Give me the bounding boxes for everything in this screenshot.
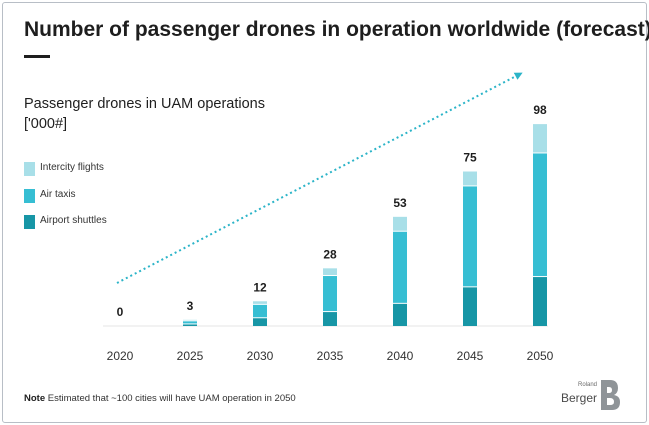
total-label-2025: 3 [187,299,194,313]
growth-trend-arrow [116,72,523,284]
total-label-2050: 98 [533,103,547,117]
bar-segment-airport-shuttles-2045 [463,286,477,326]
subtitle-line-2: ['000#] [24,116,68,132]
total-label-2035: 28 [323,247,337,261]
bar-segment-intercity-flights-2045 [463,171,477,186]
bar-segment-air-taxis-2050 [533,152,547,277]
bar-segment-intercity-flights-2025 [183,319,197,321]
legend-swatch-intercity [24,162,35,176]
legend-label-airport-shuttles: Airport shuttles [40,215,107,226]
bar-segment-airport-shuttles-2050 [533,276,547,326]
total-label-2030: 12 [253,280,267,294]
bar-segment-intercity-flights-2050 [533,124,547,153]
note-label: Note [24,393,46,404]
subtitle-line-1: Passenger drones in UAM operations [24,96,265,112]
legend-swatch-air-taxis [24,189,35,203]
legend-swatch-airport-shuttles [24,215,35,229]
bar-segment-air-taxis-2025 [183,320,197,324]
total-label-2045: 75 [463,151,477,165]
bar-segment-air-taxis-2040 [393,231,407,304]
bar-segment-air-taxis-2030 [253,304,267,318]
brand-logo: Roland Berger [560,378,633,414]
x-tick-label-2020: 2020 [107,349,134,363]
x-tick-label-2025: 2025 [177,349,204,363]
note-text: Estimated that ~100 cities will have UAM… [47,393,296,404]
total-label-2040: 53 [393,196,407,210]
brand-b-mark-icon [601,380,620,410]
chart-note: Note Estimated that ~100 cities will hav… [24,393,296,404]
bar-segment-airport-shuttles-2040 [393,303,407,326]
total-label-2020: 0 [117,305,124,319]
bar-segment-airport-shuttles-2030 [253,317,267,326]
legend-label-air-taxis: Air taxis [40,189,76,200]
x-tick-label-2040: 2040 [387,349,414,363]
brand-name-text: Berger [560,391,597,405]
bar-segment-intercity-flights-2035 [323,268,337,276]
bar-segment-airport-shuttles-2035 [323,311,337,326]
x-tick-label-2035: 2035 [317,349,344,363]
x-tick-label-2045: 2045 [457,349,484,363]
bar-segment-air-taxis-2035 [323,275,337,312]
bar-segment-air-taxis-2045 [463,185,477,287]
chart-subtitle: Passenger drones in UAM operations ['000… [24,94,265,134]
x-tick-label-2050: 2050 [527,349,554,363]
bar-segment-intercity-flights-2040 [393,216,407,232]
title-underline [24,55,50,58]
chart-title: Number of passenger drones in operation … [24,18,649,41]
bar-segment-airport-shuttles-2025 [183,323,197,326]
legend-label-intercity: Intercity flights [40,162,104,173]
x-tick-label-2030: 2030 [247,349,274,363]
brand-small-text: Roland [577,382,597,388]
bar-segment-intercity-flights-2030 [253,301,267,305]
